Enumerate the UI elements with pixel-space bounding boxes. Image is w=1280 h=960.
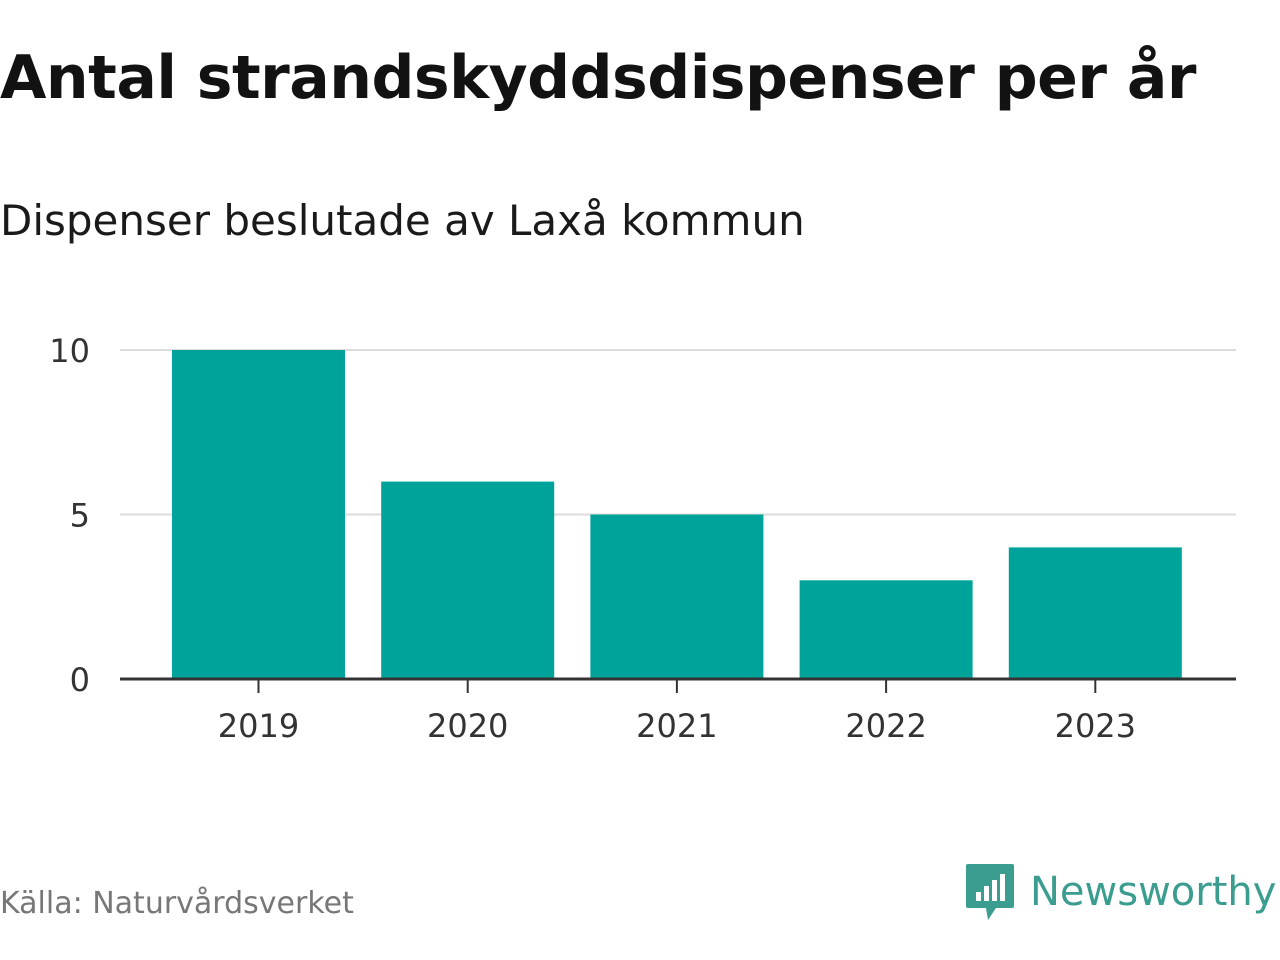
bar-2022 xyxy=(799,580,973,679)
source-note: Källa: Naturvårdsverket xyxy=(0,886,354,921)
speech-bubble-bar-chart-icon xyxy=(966,864,1014,920)
bar-2019 xyxy=(172,350,345,679)
x-tick-label: 2021 xyxy=(636,707,717,745)
x-tick-label: 2020 xyxy=(427,707,508,745)
chart-subtitle: Dispenser beslutade av Laxå kommun xyxy=(0,196,805,245)
y-tick-label: 0 xyxy=(70,661,90,699)
bar-chart: 0 5 10 2019 2020 2021 2022 2023 xyxy=(49,332,1236,745)
x-tick-label: 2022 xyxy=(845,707,926,745)
y-tick-label: 5 xyxy=(70,497,90,535)
bar-2020 xyxy=(381,481,555,679)
bar-2023 xyxy=(1008,547,1182,679)
x-tick-label: 2019 xyxy=(218,707,299,745)
brand-name: Newsworthy xyxy=(1030,869,1277,915)
brand-logo: Newsworthy xyxy=(964,862,1276,922)
y-tick-label: 10 xyxy=(49,332,90,370)
bar-2021 xyxy=(590,514,764,679)
chart-title: Antal strandskyddsdispenser per år xyxy=(0,43,1196,113)
x-tick-label: 2023 xyxy=(1055,707,1136,745)
